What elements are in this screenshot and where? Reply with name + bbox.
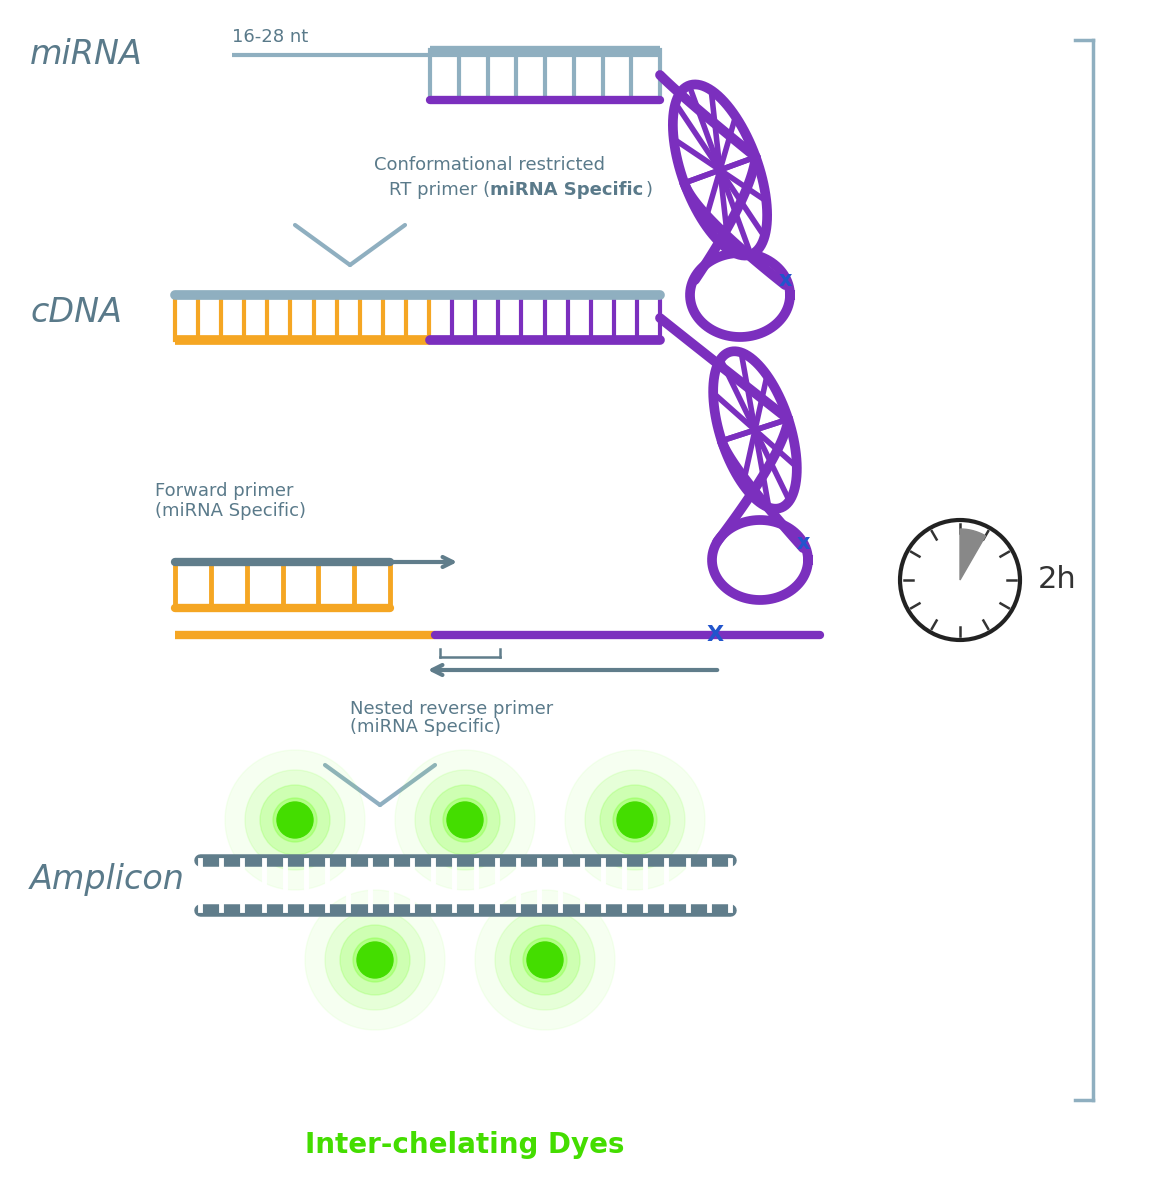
Text: X: X xyxy=(706,625,724,645)
Circle shape xyxy=(600,785,670,855)
Circle shape xyxy=(494,911,595,1010)
Circle shape xyxy=(395,750,535,890)
Circle shape xyxy=(340,925,410,996)
Text: x: x xyxy=(779,270,791,291)
Circle shape xyxy=(415,770,516,870)
Circle shape xyxy=(523,938,567,981)
Circle shape xyxy=(260,785,330,855)
Text: miRNA: miRNA xyxy=(30,39,143,72)
Circle shape xyxy=(305,890,445,1030)
Polygon shape xyxy=(960,529,985,580)
Circle shape xyxy=(277,802,313,839)
Circle shape xyxy=(447,802,483,839)
Text: 2h: 2h xyxy=(1038,566,1077,594)
Text: Conformational restricted: Conformational restricted xyxy=(374,156,606,174)
Circle shape xyxy=(357,942,393,978)
Circle shape xyxy=(584,770,685,870)
Text: (miRNA Specific): (miRNA Specific) xyxy=(155,502,306,520)
Circle shape xyxy=(245,770,345,870)
Circle shape xyxy=(617,802,653,839)
Text: RT primer (: RT primer ( xyxy=(389,181,490,200)
Text: Inter-chelating Dyes: Inter-chelating Dyes xyxy=(305,1131,624,1159)
Circle shape xyxy=(475,890,615,1030)
Circle shape xyxy=(527,942,563,978)
Circle shape xyxy=(565,750,705,890)
Circle shape xyxy=(353,938,397,981)
Text: Forward primer: Forward primer xyxy=(155,482,293,500)
Text: ): ) xyxy=(646,181,653,200)
Text: 16-28 nt: 16-28 nt xyxy=(231,28,309,46)
Text: x: x xyxy=(796,533,810,553)
Text: Nested reverse primer: Nested reverse primer xyxy=(350,700,553,718)
Text: Amplicon: Amplicon xyxy=(30,863,185,896)
Circle shape xyxy=(325,911,426,1010)
Text: miRNA Specific: miRNA Specific xyxy=(490,181,643,200)
Circle shape xyxy=(274,798,317,842)
Circle shape xyxy=(613,798,657,842)
Circle shape xyxy=(430,785,500,855)
Text: cDNA: cDNA xyxy=(30,295,122,328)
Text: (miRNA Specific): (miRNA Specific) xyxy=(350,718,502,736)
Circle shape xyxy=(224,750,365,890)
Circle shape xyxy=(443,798,487,842)
Circle shape xyxy=(900,520,1021,640)
Circle shape xyxy=(510,925,580,996)
